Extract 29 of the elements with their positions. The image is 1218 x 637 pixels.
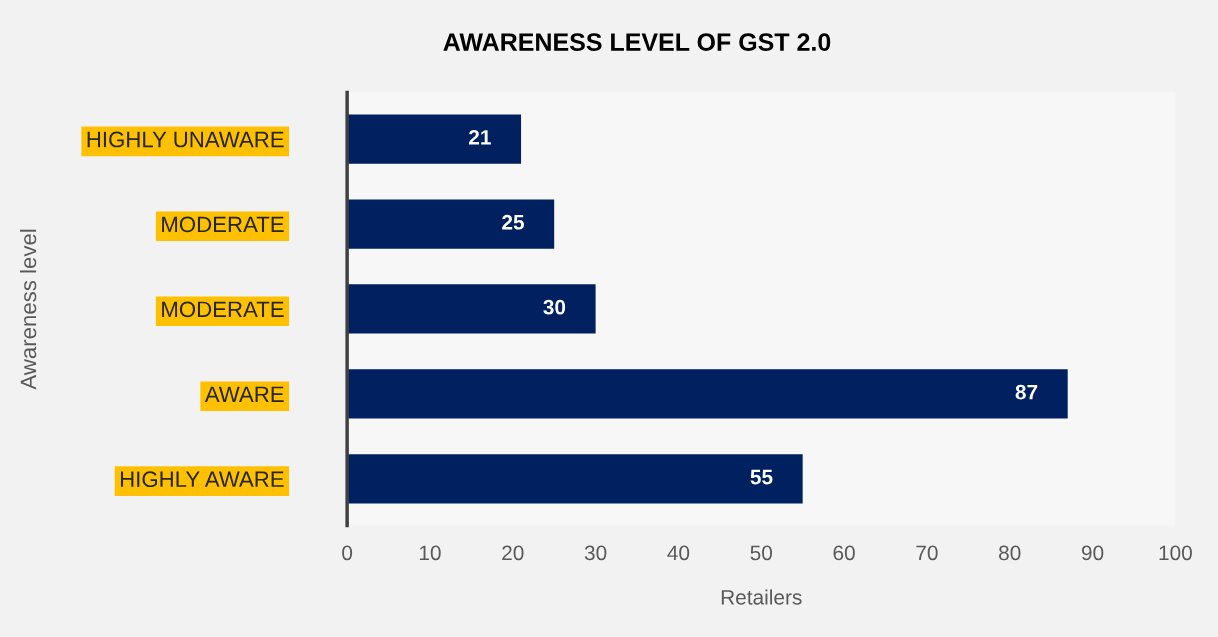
y-axis-title: Awareness level xyxy=(19,229,37,390)
x-tick-label: 30 xyxy=(584,545,607,561)
x-tick-label: 60 xyxy=(833,545,855,561)
x-tick-label: 100 xyxy=(1159,545,1192,561)
y-tick-label: HIGHLY AWARE xyxy=(120,471,284,488)
data-label: 21 xyxy=(469,129,491,145)
x-tick-label: 0 xyxy=(342,545,353,561)
y-tick-label: HIGHLY UNAWARE xyxy=(87,131,284,148)
data-label: 30 xyxy=(543,299,566,315)
x-tick-label: 20 xyxy=(502,545,524,561)
x-tick-label: 10 xyxy=(419,545,441,561)
y-tick-label: AWARE xyxy=(204,386,284,402)
x-tick-label: 50 xyxy=(750,545,773,561)
bar xyxy=(347,369,1068,419)
y-tick-label: MODERATE xyxy=(162,301,284,318)
bar xyxy=(347,284,596,334)
bar xyxy=(347,454,803,504)
y-tick-label: MODERATE xyxy=(162,216,284,233)
x-tick-label: 90 xyxy=(1081,545,1104,561)
x-tick-label: 40 xyxy=(667,545,690,561)
data-label: 55 xyxy=(750,469,773,485)
x-tick-label: 70 xyxy=(916,545,938,561)
x-tick-label: 80 xyxy=(999,545,1021,561)
x-axis-title: Retailers xyxy=(721,589,802,605)
bar xyxy=(347,114,522,164)
chart-title: AWARENESS LEVEL OF GST 2.0 xyxy=(443,33,831,51)
bar xyxy=(347,199,555,249)
data-label: 87 xyxy=(1015,384,1038,400)
data-label: 25 xyxy=(502,214,524,230)
